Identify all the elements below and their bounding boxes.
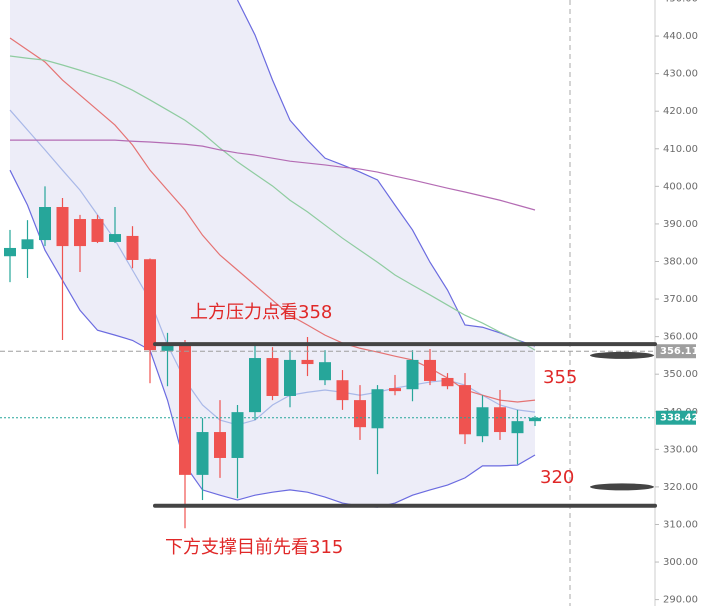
candle-body bbox=[424, 359, 436, 381]
y-tick-label: 390.00 bbox=[663, 219, 698, 230]
candle-body bbox=[144, 259, 156, 351]
candle-body bbox=[371, 389, 384, 429]
candle-body bbox=[231, 412, 244, 458]
annotation: 上方压力点看358 bbox=[190, 302, 332, 323]
price-label-bg bbox=[656, 344, 696, 359]
candle-body bbox=[249, 358, 261, 413]
candle-body bbox=[126, 235, 139, 260]
y-tick-label: 330.00 bbox=[663, 444, 698, 455]
price-label: 338.42 bbox=[660, 413, 699, 424]
candle-body bbox=[529, 417, 541, 422]
candle-body bbox=[319, 362, 331, 381]
candle-body bbox=[266, 358, 279, 396]
band-line bbox=[9, 169, 536, 508]
band-fill bbox=[10, 0, 535, 508]
candle-body bbox=[301, 359, 314, 365]
annotation: 下方支撑目前先看315 bbox=[165, 537, 343, 558]
marker-label: 320 bbox=[540, 467, 574, 488]
candle-body bbox=[91, 219, 104, 242]
band-line bbox=[236, 0, 536, 347]
y-tick-label: 320.00 bbox=[663, 482, 698, 493]
candle-body bbox=[21, 239, 34, 250]
y-tick-label: 440.00 bbox=[663, 31, 698, 42]
ma-line bbox=[9, 55, 536, 351]
y-tick-label: 370.00 bbox=[663, 294, 698, 305]
price-label: 356.11 bbox=[660, 346, 699, 357]
candle-body bbox=[354, 400, 366, 428]
y-tick-label: 360.00 bbox=[663, 332, 698, 343]
price-label-bg bbox=[656, 410, 696, 425]
y-tick-label: 410.00 bbox=[663, 144, 698, 155]
candle-body bbox=[56, 207, 69, 247]
candle-body bbox=[109, 234, 121, 242]
candle-body bbox=[196, 432, 209, 475]
candle-body bbox=[336, 380, 349, 401]
candle-body bbox=[494, 407, 506, 433]
candle-body bbox=[4, 247, 16, 257]
candle-body bbox=[459, 385, 471, 435]
candle-body bbox=[389, 388, 401, 392]
marker bbox=[590, 483, 654, 491]
y-tick-label: 430.00 bbox=[663, 69, 698, 80]
y-tick-label: 400.00 bbox=[663, 181, 698, 192]
y-tick-label: 310.00 bbox=[663, 519, 698, 530]
candle-body bbox=[74, 219, 86, 247]
candle-body bbox=[406, 359, 419, 390]
plot-area bbox=[4, 0, 541, 529]
ma-line bbox=[10, 139, 536, 211]
candle-body bbox=[284, 359, 296, 396]
candle-body bbox=[511, 421, 524, 434]
y-tick-label: 350.00 bbox=[663, 369, 698, 380]
marker bbox=[590, 351, 654, 359]
marker-label: 355 bbox=[543, 367, 577, 388]
y-tick-label: 300.00 bbox=[663, 557, 698, 568]
y-tick-label: 380.00 bbox=[663, 256, 698, 267]
y-tick-label: 290.00 bbox=[663, 595, 698, 606]
candle-body bbox=[476, 407, 489, 437]
candle-body bbox=[39, 207, 51, 241]
candle-body bbox=[441, 377, 454, 387]
candle-body bbox=[161, 346, 174, 351]
candle-body bbox=[179, 344, 191, 475]
y-tick-label: 420.00 bbox=[663, 106, 698, 117]
candle-body bbox=[214, 432, 226, 458]
y-tick-label: 450.00 bbox=[663, 0, 698, 4]
